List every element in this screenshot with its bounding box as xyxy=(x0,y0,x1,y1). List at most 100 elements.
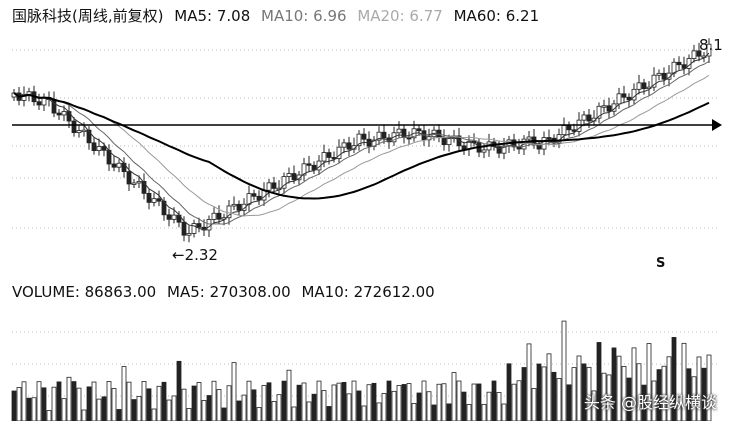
candle-body xyxy=(21,93,27,101)
candle-body xyxy=(501,145,507,154)
volume-bar xyxy=(121,366,127,421)
volume-bar xyxy=(311,393,317,421)
candle-body xyxy=(576,119,582,132)
volume-bar xyxy=(21,381,27,421)
volume-bar xyxy=(381,393,387,421)
volume-bar xyxy=(591,390,597,421)
volume-bar xyxy=(626,377,632,421)
volume-bar xyxy=(321,390,327,421)
volume-bar xyxy=(671,337,677,421)
volume-bar xyxy=(696,356,702,421)
candle-body xyxy=(76,130,82,134)
volume-bar xyxy=(216,389,222,421)
candle-body xyxy=(641,82,647,90)
volume-bar xyxy=(631,347,637,421)
candle-body xyxy=(161,200,167,216)
volume-bar xyxy=(401,384,407,421)
volume-bar xyxy=(96,398,102,421)
candle-body xyxy=(596,105,602,119)
candle-body xyxy=(706,43,712,57)
volume-bar xyxy=(101,396,107,421)
candle-body xyxy=(81,129,87,133)
volume-bar xyxy=(396,385,402,421)
volume-bar xyxy=(111,388,117,421)
candle-body xyxy=(346,142,352,150)
candle-body xyxy=(96,146,102,151)
low-price-label: ←2.32 xyxy=(172,246,218,264)
volume-bar xyxy=(46,410,52,421)
signal-marker: S xyxy=(656,256,666,271)
volume-bar xyxy=(206,395,212,421)
volume-bar xyxy=(326,406,332,421)
candle-body xyxy=(651,74,657,88)
volume-bar xyxy=(651,380,657,421)
candle-body xyxy=(496,146,502,154)
candle-body xyxy=(86,129,92,144)
stock-title: 国脉科技(周线,前复权) xyxy=(12,7,164,25)
candle-body xyxy=(156,198,162,202)
volume-bar xyxy=(446,403,452,421)
volume-bar xyxy=(11,390,17,421)
candle-body xyxy=(196,223,202,228)
volume-bar xyxy=(411,402,417,421)
candle-body xyxy=(601,105,607,108)
volume-bar xyxy=(511,383,517,421)
candle-body xyxy=(626,96,632,101)
volume-bar xyxy=(251,389,257,421)
candle-body xyxy=(306,163,312,166)
volume-bar xyxy=(221,407,227,421)
candle-body xyxy=(616,93,622,105)
volume-bar xyxy=(156,385,162,421)
volume-bar xyxy=(581,363,587,421)
candle-body xyxy=(236,203,242,211)
volume-bar xyxy=(491,380,497,421)
volume-bar xyxy=(146,388,152,421)
volume-bar xyxy=(416,392,422,421)
volume-bar xyxy=(291,406,297,421)
volume-bar xyxy=(541,366,547,421)
volume-bar xyxy=(86,386,92,421)
candle-body xyxy=(661,72,667,80)
price-chart xyxy=(11,38,722,243)
volume-bar xyxy=(41,387,47,421)
volume-bar xyxy=(691,376,697,421)
candle-body xyxy=(621,93,627,98)
candle-body xyxy=(116,162,122,168)
candle-body xyxy=(216,212,222,220)
moving-average-line xyxy=(13,60,710,225)
volume-bar xyxy=(441,383,447,421)
ma10-label: MA10: 6.96 xyxy=(261,7,347,25)
candle-body xyxy=(356,133,362,147)
volume-bar xyxy=(196,382,202,421)
moving-average-line xyxy=(13,52,710,231)
volume-bar xyxy=(421,380,427,421)
candle-body xyxy=(241,203,247,211)
watermark: 头条 @股经纵横谈 xyxy=(583,393,717,412)
volume-bar xyxy=(351,380,357,421)
candle-body xyxy=(676,61,682,66)
candle-body xyxy=(526,136,532,140)
volume-bar xyxy=(371,382,377,421)
candle-body xyxy=(586,114,592,122)
volume-bar xyxy=(536,363,542,421)
volume-bar xyxy=(306,401,312,421)
volume-bar xyxy=(426,391,432,421)
volume-bar xyxy=(606,374,612,421)
volume-bar xyxy=(566,384,572,421)
candle-body xyxy=(296,174,302,181)
volume-bar xyxy=(476,383,482,421)
volume-bar xyxy=(361,405,367,421)
volume-bar xyxy=(236,400,242,421)
volume-ma10: MA10: 272612.00 xyxy=(301,283,435,301)
candle-body xyxy=(266,182,272,191)
volume-bar xyxy=(376,402,382,421)
volume-bar xyxy=(181,388,187,421)
volume-bar xyxy=(551,371,557,421)
volume-bar xyxy=(611,347,617,421)
ma60-label: MA60: 6.21 xyxy=(453,7,540,25)
candle-body xyxy=(206,219,212,231)
volume-bar xyxy=(231,362,237,421)
volume-bar xyxy=(141,380,147,421)
candle-body xyxy=(691,50,697,59)
volume-bar xyxy=(186,408,192,421)
